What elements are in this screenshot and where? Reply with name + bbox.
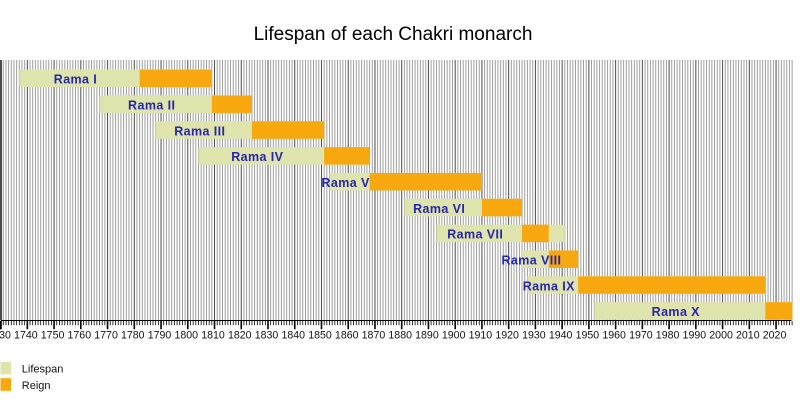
svg-text:1940: 1940 xyxy=(549,330,573,342)
svg-text:Lifespan: Lifespan xyxy=(22,364,64,376)
svg-text:1790: 1790 xyxy=(148,330,172,342)
svg-text:1780: 1780 xyxy=(121,330,145,342)
svg-text:1870: 1870 xyxy=(362,330,386,342)
svg-text:1840: 1840 xyxy=(281,330,305,342)
svg-text:1750: 1750 xyxy=(41,330,65,342)
svg-text:1730: 1730 xyxy=(0,330,11,342)
svg-text:Rama VII: Rama VII xyxy=(447,228,503,242)
svg-text:1930: 1930 xyxy=(522,330,546,342)
svg-text:Rama VI: Rama VI xyxy=(413,202,465,216)
svg-text:Rama I: Rama I xyxy=(54,73,97,87)
svg-text:2020: 2020 xyxy=(763,330,787,342)
svg-text:1910: 1910 xyxy=(469,330,493,342)
svg-text:1990: 1990 xyxy=(683,330,707,342)
svg-text:1860: 1860 xyxy=(335,330,359,342)
svg-text:Rama III: Rama III xyxy=(174,124,225,138)
svg-text:1820: 1820 xyxy=(228,330,252,342)
svg-text:1900: 1900 xyxy=(442,330,466,342)
svg-text:Rama II: Rama II xyxy=(128,98,175,112)
svg-text:Rama VIII: Rama VIII xyxy=(501,253,561,267)
svg-text:1950: 1950 xyxy=(576,330,600,342)
svg-text:Lifespan of each Chakri monarc: Lifespan of each Chakri monarch xyxy=(254,24,533,45)
svg-text:1770: 1770 xyxy=(94,330,118,342)
svg-text:1890: 1890 xyxy=(415,330,439,342)
svg-text:1830: 1830 xyxy=(255,330,279,342)
svg-text:1980: 1980 xyxy=(656,330,680,342)
svg-text:Rama IX: Rama IX xyxy=(523,279,575,293)
svg-text:1810: 1810 xyxy=(201,330,225,342)
svg-text:Rama IV: Rama IV xyxy=(231,150,283,164)
svg-text:1970: 1970 xyxy=(629,330,653,342)
svg-text:2010: 2010 xyxy=(736,330,760,342)
svg-text:1880: 1880 xyxy=(388,330,412,342)
svg-text:Rama X: Rama X xyxy=(652,305,701,319)
svg-text:2000: 2000 xyxy=(709,330,733,342)
svg-text:1960: 1960 xyxy=(602,330,626,342)
svg-text:1850: 1850 xyxy=(308,330,332,342)
svg-text:Reign: Reign xyxy=(22,380,51,392)
svg-text:1740: 1740 xyxy=(14,330,38,342)
svg-text:Rama V: Rama V xyxy=(321,176,370,190)
svg-text:1800: 1800 xyxy=(174,330,198,342)
svg-text:1760: 1760 xyxy=(68,330,92,342)
svg-text:1920: 1920 xyxy=(495,330,519,342)
